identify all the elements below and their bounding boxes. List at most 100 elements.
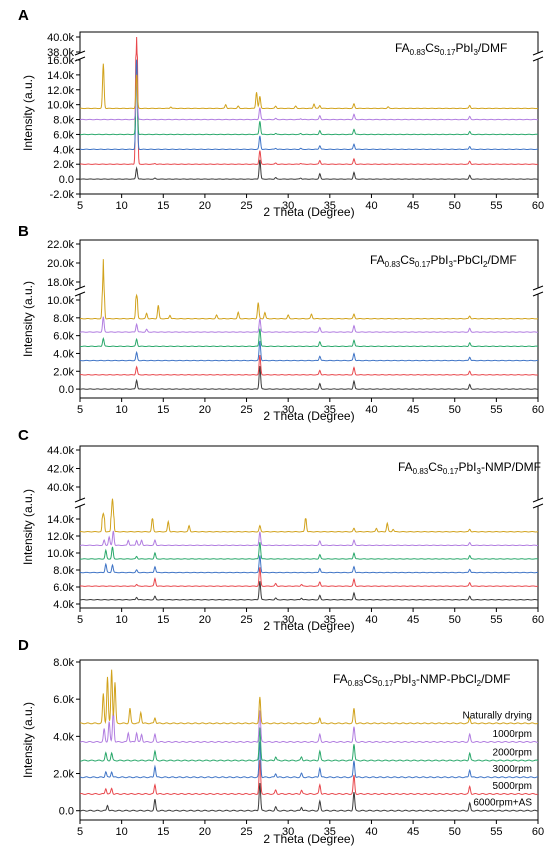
axis-break-mark [532,50,544,62]
series-line-purple [80,75,538,121]
plot-frame [79,445,539,609]
y-tick-label: 8.0k [53,115,74,127]
x-tick-label: 40 [365,826,377,838]
x-tick-label: 45 [407,404,419,416]
axis-break-gap [533,288,543,294]
series-label: 1000rpm [493,729,532,740]
series-line-red [80,354,538,376]
panel-letter: B [18,223,29,240]
y-tick-label: 22.0k [47,239,74,251]
y-tick-label: 4.0k [53,731,74,743]
y-tick-label: 20.0k [47,258,74,270]
x-tick-label: 15 [157,826,169,838]
series-label: 6000rpm+AS [473,798,532,809]
x-tick-label: 20 [199,614,211,626]
x-tick-label: 20 [199,404,211,416]
panel-title: FA0.83Cs0.17PbI3-NMP/DMF [398,460,541,476]
series-line-black [80,581,538,601]
series-label: 2000rpm [493,748,532,759]
axis-break-mark [532,285,544,297]
x-tick-label: 35 [324,826,336,838]
series-line-green [80,74,538,136]
y-tick-label: 44.0k [47,445,74,457]
panel-d: D 5 10 15 20 25 30 35 40 45 50 55 60 0.0 2.0k 4.0k 6.0k 8… [18,637,544,846]
y-tick-label: 38.0k [47,47,74,59]
series-line-gold [80,63,538,110]
axis-break-gap [533,500,543,506]
series-line-blue [80,741,538,779]
y-axis-title: Intensity (a.u.) [21,75,35,151]
axis-break-mark [74,497,86,509]
panel-letter: D [18,637,29,654]
x-tick-label: 55 [490,404,502,416]
x-tick-label: 60 [532,614,544,626]
axis-break-mark [74,285,86,297]
x-tick-label: 30 [282,614,294,626]
x-tick-label: 60 [532,200,544,212]
y-tick-label: 10.0k [47,100,74,112]
x-tick-label: 20 [199,826,211,838]
x-tick-label: 10 [116,614,128,626]
y-tick-label: 4.0k [53,144,74,156]
y-tick-label: 6.0k [53,129,74,141]
panel-letter: C [18,427,29,444]
y-tick-label: 8.0k [53,313,74,325]
y-tick-label: 0.0 [59,384,74,396]
x-tick-label: 10 [116,404,128,416]
series-line-blue [80,340,538,362]
y-tick-label: 8.0k [53,565,74,577]
axis-break-mark [532,497,544,509]
panel-letter: A [18,7,29,24]
x-tick-label: 55 [490,614,502,626]
x-axis-title: 2 Theta (Degree) [263,205,354,219]
y-tick-label: 6.0k [53,694,74,706]
axis-break-gap [75,500,85,506]
series-line-purple [80,530,538,547]
series-line-gold [80,669,538,725]
y-tick-label: 6.0k [53,582,74,594]
x-tick-label: 40 [365,404,377,416]
x-tick-label: 35 [324,404,336,416]
x-tick-label: 15 [157,200,169,212]
x-tick-label: 5 [77,614,83,626]
x-tick-label: 40 [365,614,377,626]
y-tick-label: 8.0k [53,657,74,669]
plot-frame [79,31,539,195]
x-tick-label: 5 [77,404,83,416]
x-tick-label: 50 [449,404,461,416]
y-tick-label: 14.0k [47,70,74,82]
x-tick-label: 45 [407,826,419,838]
x-axis-title: 2 Theta (Degree) [263,832,354,846]
y-tick-label: 2.0k [53,366,74,378]
x-tick-label: 55 [490,826,502,838]
series-label: Naturally drying [463,710,532,721]
y-tick-label: 12.0k [47,531,74,543]
panel-title: FA0.83Cs0.17PbI3-PbCl2/DMF [370,253,517,269]
x-tick-label: 25 [240,614,252,626]
x-tick-label: 30 [282,404,294,416]
x-tick-label: 45 [407,200,419,212]
x-tick-label: 15 [157,614,169,626]
panel-b: B 5 10 15 20 25 30 35 40 45 50 55 60 0.0 2.0k 4.0k 6.0k 8… [18,223,544,423]
series-line-blue [80,555,538,574]
y-tick-label: 40.0k [47,32,74,44]
series-line-blue [80,59,538,151]
series-line-gold [80,498,538,533]
x-tick-label: 5 [77,200,83,212]
y-tick-label: 2.0k [53,159,74,171]
x-tick-label: 50 [449,826,461,838]
x-tick-label: 50 [449,614,461,626]
x-tick-label: 25 [240,404,252,416]
series-line-red [80,37,538,165]
x-tick-label: 10 [116,826,128,838]
x-tick-label: 45 [407,614,419,626]
panel-title: FA0.83Cs0.17PbI3-NMP-PbCl2/DMF [333,672,510,688]
y-axis-title: Intensity (a.u.) [21,702,35,778]
y-tick-label: 6.0k [53,331,74,343]
panel-a: A 5 10 15 20 25 30 35 40 45 50 55 60 -2.0k 0.0 2.0k 4.0k… [18,7,544,219]
y-tick-label: 4.0k [53,348,74,360]
y-tick-label: 4.0k [53,599,74,611]
y-tick-label: 14.0k [47,514,74,526]
panel-c: C 5 10 15 20 25 30 35 40 45 50 55 60 4.0k 6.0k 8.0k 10.0… [18,427,544,633]
